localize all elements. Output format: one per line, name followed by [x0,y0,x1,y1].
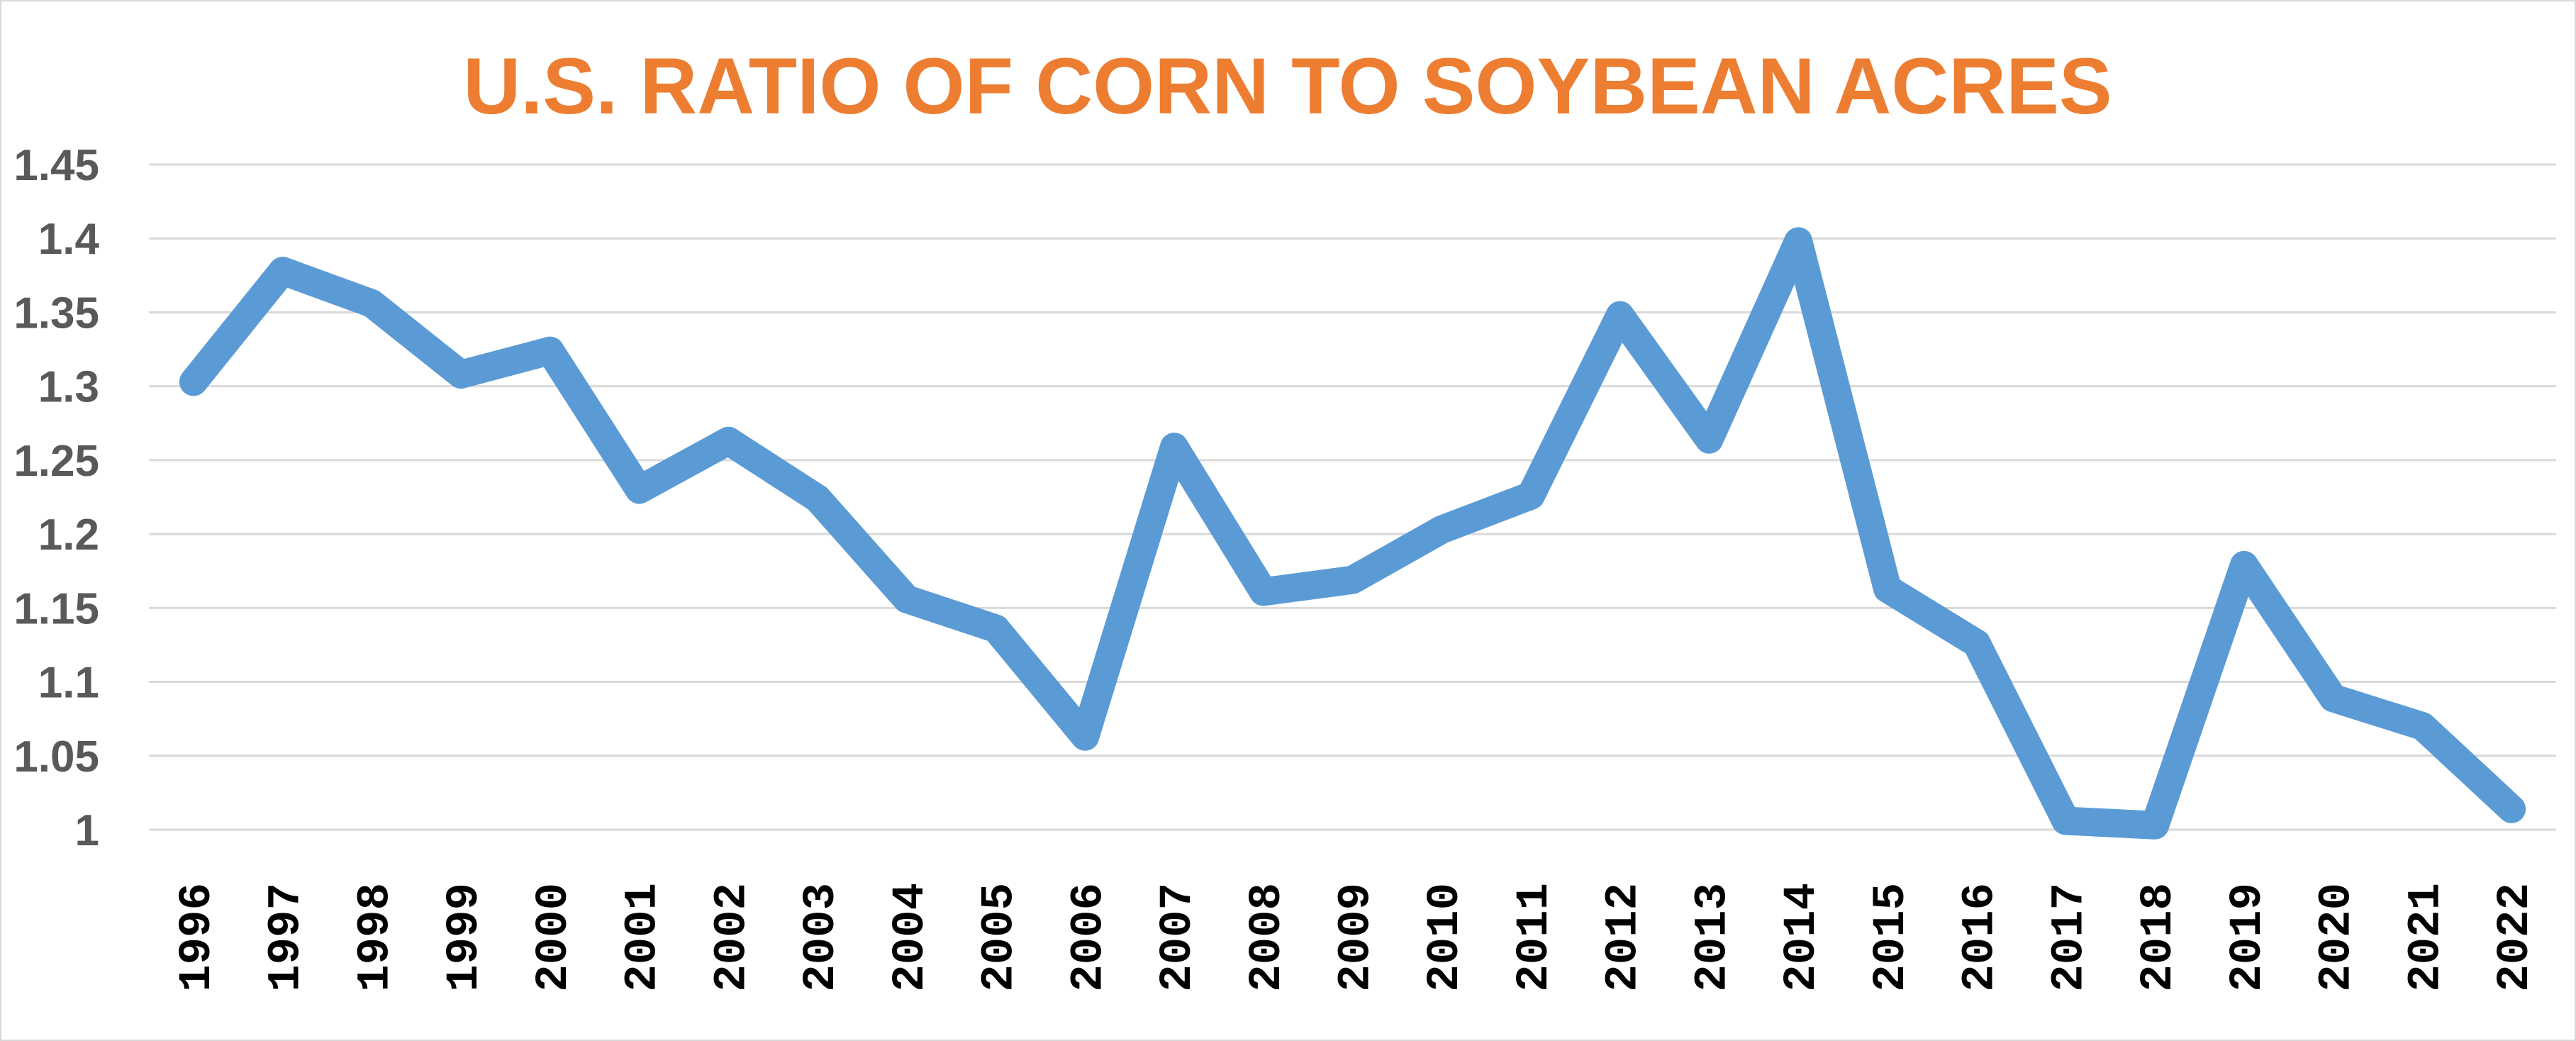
data-point [281,270,284,272]
data-point [371,302,373,304]
data-point [460,373,462,375]
data-point [1797,240,1800,243]
x-tick-label: 2012 [1599,883,1650,992]
x-axis: 1996 1997 1998 1999 2000 2001 2002 2003 2004 2005… [172,883,2541,992]
data-point [1441,528,1443,530]
y-tick-label: 1.3 [38,363,99,412]
data-point [2154,824,2156,826]
data-point [1351,579,1354,581]
x-tick-label: 2018 [2134,883,2185,992]
x-tick-label: 2021 [2401,883,2452,992]
x-tick-label: 1999 [440,883,491,992]
x-tick-label: 2008 [1242,883,1293,992]
series-layer [179,227,2526,840]
y-tick-label: 1.35 [13,289,99,338]
data-point [1619,314,1621,316]
x-tick-label: 2020 [2312,883,2363,992]
x-tick-label: 2011 [1510,883,1561,992]
data-point [1886,588,1888,590]
x-tick-label: 2001 [618,883,669,992]
x-tick-label: 2003 [796,883,847,992]
x-tick-label: 2002 [707,883,758,992]
x-tick-label: 2005 [975,883,1026,992]
x-tick-label: 2014 [1777,883,1828,992]
data-point [1084,735,1086,737]
x-tick-label: 1997 [262,883,313,992]
data-point [1529,494,1532,496]
x-tick-label: 2007 [1153,883,1204,992]
y-tick-label: 1.45 [13,141,99,190]
x-tick-label: 2009 [1332,883,1383,992]
data-point [2421,725,2424,728]
data-point [1173,446,1176,448]
y-tick-label: 1.2 [38,511,99,560]
x-tick-label: 2013 [1688,883,1739,992]
data-point [2332,697,2334,699]
x-tick-label: 1998 [350,883,401,992]
chart-title: U.S. RATIO OF CORN TO SOYBEAN ACRES [463,42,2112,130]
data-point [817,498,819,500]
y-tick-label: 1.4 [38,215,100,264]
x-tick-label: 2010 [1420,883,1471,992]
x-tick-label: 1996 [172,883,223,992]
data-point [2243,564,2245,566]
x-tick-label: 2000 [529,883,580,992]
x-tick-label: 2017 [2044,883,2095,992]
data-point [727,440,730,442]
x-tick-label: 2019 [2223,883,2274,992]
y-axis: 1 1.05 1.1 1.15 1.2 1.25 1.3 1.35 1.4 1.45 [13,141,99,855]
data-point [1975,642,1978,645]
data-point [905,598,908,600]
x-tick-label: 2015 [1866,883,1917,992]
y-tick-label: 1 [75,806,99,855]
y-tick-label: 1.1 [38,659,99,708]
data-point [1262,591,1264,593]
y-tick-label: 1.15 [13,584,99,633]
x-tick-label: 2022 [2490,883,2541,992]
data-point [192,381,194,383]
y-tick-label: 1.25 [13,437,99,486]
x-tick-label: 2016 [1956,883,2007,992]
data-point [995,628,997,630]
data-point [2511,808,2513,810]
x-tick-label: 2004 [886,883,937,992]
data-point [549,350,551,352]
y-tick-label: 1.05 [13,733,99,781]
data-point [1708,438,1710,440]
data-point [638,489,640,491]
data-point [2065,820,2067,822]
x-tick-label: 2006 [1064,883,1115,992]
